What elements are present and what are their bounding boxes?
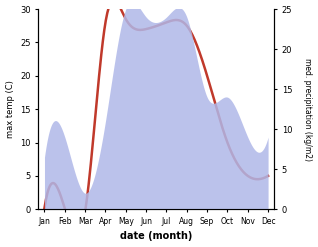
X-axis label: date (month): date (month): [120, 231, 192, 242]
Y-axis label: max temp (C): max temp (C): [5, 80, 15, 138]
Y-axis label: med. precipitation (kg/m2): med. precipitation (kg/m2): [303, 58, 313, 161]
